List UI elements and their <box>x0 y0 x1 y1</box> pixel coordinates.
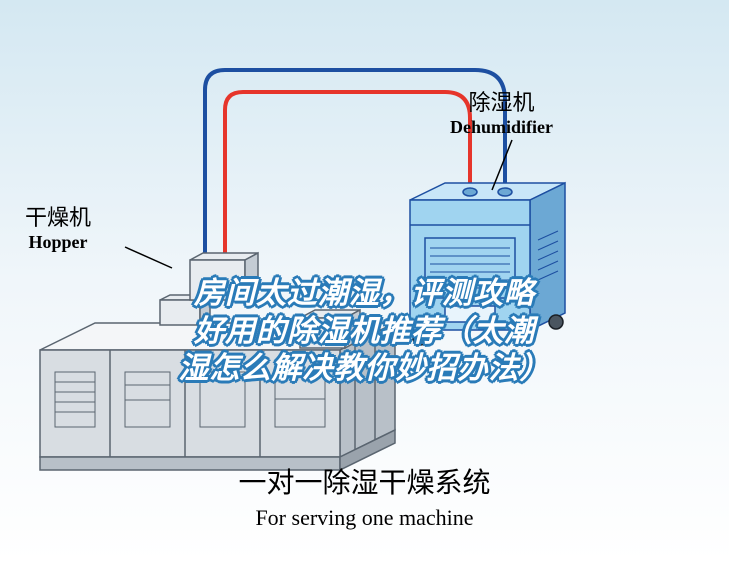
overlay-line-3: 湿怎么解决教你妙招办法） <box>55 350 675 388</box>
bottom-title-cn: 一对一除湿干燥系统 <box>238 461 490 501</box>
hopper-label: 干燥机 Hopper <box>25 200 91 253</box>
hopper-pointer <box>125 247 172 268</box>
hopper-label-en: Hopper <box>25 232 91 253</box>
overlay-line-2: 好用的除湿机推荐（太潮 <box>55 313 675 351</box>
bottom-title-en: For serving one machine <box>238 505 490 531</box>
overlay-headline: 房间太过潮湿，评测攻略 好用的除湿机推荐（太潮 湿怎么解决教你妙招办法） <box>55 275 675 388</box>
dehumidifier-label-cn: 除湿机 <box>450 85 553 117</box>
dehumidifier-label-en: Dehumidifier <box>450 117 553 138</box>
overlay-line-1: 房间太过潮湿，评测攻略 <box>55 275 675 313</box>
hopper-label-cn: 干燥机 <box>25 200 91 232</box>
dehumidifier-label: 除湿机 Dehumidifier <box>450 85 553 138</box>
bottom-title: 一对一除湿干燥系统 For serving one machine <box>238 461 490 531</box>
